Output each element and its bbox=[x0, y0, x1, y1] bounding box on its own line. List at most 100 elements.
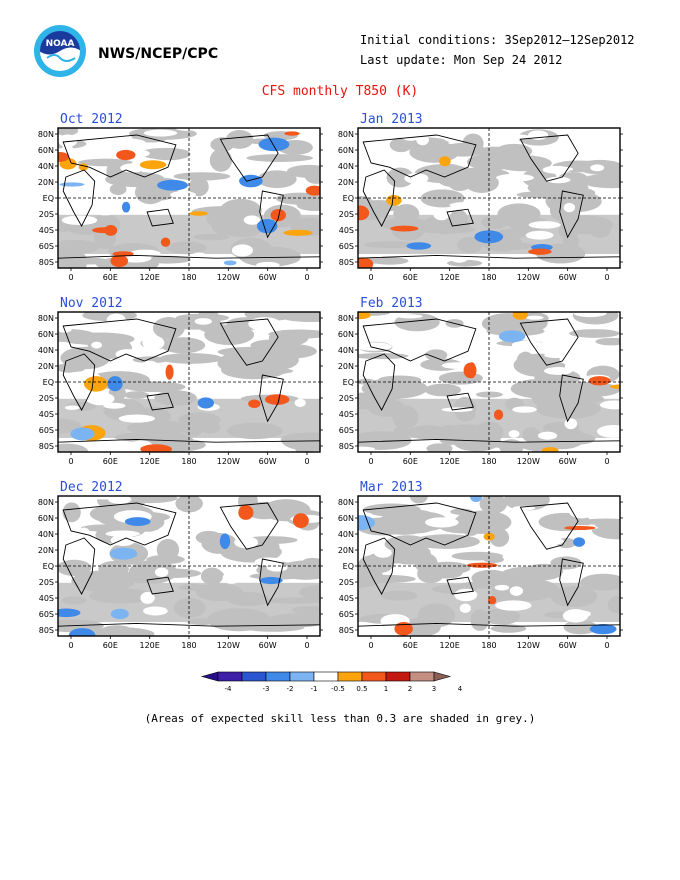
svg-text:NOAA: NOAA bbox=[46, 39, 75, 49]
temperature-anomaly-patch bbox=[59, 182, 85, 187]
coastline bbox=[559, 190, 584, 239]
low-skill-area bbox=[201, 532, 238, 554]
lat-tick-label: 80N bbox=[38, 314, 54, 323]
lat-tick-label: 80S bbox=[39, 442, 54, 451]
low-skill-area bbox=[438, 371, 483, 385]
map-panel: 80N 60N 40N 20N EQ 20S 40S 60S 80S 0 60E 120E 180 120… bbox=[338, 495, 623, 650]
coastline bbox=[259, 190, 284, 239]
lat-tick-label: 60S bbox=[39, 610, 54, 619]
temperature-anomaly-patch bbox=[573, 537, 586, 547]
low-skill-area bbox=[409, 141, 460, 163]
low-skill-area bbox=[58, 559, 92, 576]
low-skill-area bbox=[156, 538, 180, 561]
lat-tick-label: 80S bbox=[339, 442, 354, 451]
low-skill-area bbox=[595, 337, 620, 346]
lon-tick-label: 180 bbox=[481, 641, 496, 650]
low-skill-area bbox=[217, 351, 266, 375]
lat-tick-label: 20S bbox=[339, 394, 354, 403]
lat-tick-label: 60S bbox=[39, 242, 54, 251]
low-skill-area bbox=[399, 546, 431, 556]
lat-tick-label: 60N bbox=[38, 146, 54, 155]
temperature-anomaly-patch bbox=[239, 174, 263, 188]
lat-tick-label: 20S bbox=[339, 210, 354, 219]
coastline bbox=[62, 169, 96, 227]
last-update-text: Last update: Mon Sep 24 2012 bbox=[360, 53, 563, 67]
temperature-anomaly-patch bbox=[92, 227, 116, 234]
temperature-anomaly-patch bbox=[358, 312, 371, 320]
temperature-anomaly-patch bbox=[466, 562, 498, 568]
temperature-anomaly-patch bbox=[270, 208, 286, 222]
temperature-anomaly-patch bbox=[564, 525, 596, 531]
lon-tick-label: 0 bbox=[304, 273, 309, 282]
low-skill-area bbox=[479, 496, 508, 514]
low-skill-area bbox=[477, 146, 512, 158]
temperature-anomaly-patch bbox=[609, 384, 620, 389]
lon-tick-label: 60E bbox=[103, 641, 118, 650]
low-skill-area bbox=[591, 520, 620, 540]
coastline bbox=[219, 134, 279, 182]
temperature-anomaly-patch bbox=[498, 330, 526, 343]
low-skill-area bbox=[242, 623, 305, 632]
lon-tick-label: 120W bbox=[217, 641, 240, 650]
lat-tick-label: EQ bbox=[43, 378, 54, 387]
temperature-anomaly-patch bbox=[110, 254, 129, 268]
coastline bbox=[358, 254, 620, 259]
lon-tick-label: 0 bbox=[304, 641, 309, 650]
lon-tick-label: 60E bbox=[403, 641, 418, 650]
low-skill-area bbox=[96, 625, 138, 636]
lon-tick-label: 120E bbox=[440, 273, 460, 282]
coastline bbox=[446, 576, 474, 595]
coastline bbox=[259, 558, 284, 607]
lat-tick-label: 80N bbox=[338, 498, 354, 507]
lat-tick-label: 60S bbox=[339, 426, 354, 435]
temperature-anomaly-patch bbox=[165, 364, 174, 380]
low-skill-area bbox=[132, 356, 169, 364]
low-skill-area bbox=[257, 170, 297, 189]
lat-tick-label: 40N bbox=[338, 530, 354, 539]
lon-tick-label: 180 bbox=[181, 457, 196, 466]
lat-tick-label: 40S bbox=[339, 226, 354, 235]
lat-tick-label: 40N bbox=[38, 530, 54, 539]
temperature-anomaly-patch bbox=[394, 622, 413, 636]
temperature-anomaly-patch bbox=[197, 397, 214, 409]
low-skill-area bbox=[200, 567, 224, 585]
lon-tick-label: 120E bbox=[140, 273, 160, 282]
temperature-anomaly-patch bbox=[70, 427, 95, 441]
lon-tick-label: 120E bbox=[140, 457, 160, 466]
temperature-anomaly-patch bbox=[358, 515, 376, 531]
temperature-anomaly-patch bbox=[258, 137, 290, 152]
lon-tick-label: 60E bbox=[103, 457, 118, 466]
coastline bbox=[362, 318, 477, 362]
coastline bbox=[62, 502, 177, 546]
color-legend: -4 -3 -2 -1 -0.5 0.5 1 2 3 4 bbox=[200, 671, 463, 693]
coastline bbox=[519, 502, 579, 550]
lon-tick-label: 120W bbox=[517, 457, 540, 466]
lon-tick-label: 60W bbox=[259, 641, 277, 650]
low-skill-area bbox=[454, 510, 512, 535]
low-skill-area bbox=[246, 154, 314, 162]
temperature-anomaly-patch bbox=[292, 513, 309, 529]
lat-tick-label: 40S bbox=[339, 410, 354, 419]
lon-tick-label: 0 bbox=[304, 457, 309, 466]
legend-tick-label: 2 bbox=[408, 685, 412, 693]
lat-tick-label: 60N bbox=[38, 514, 54, 523]
temperature-anomaly-patch bbox=[83, 376, 108, 392]
low-skill-area bbox=[420, 189, 465, 208]
temperature-anomaly-patch bbox=[68, 628, 96, 636]
low-skill-area bbox=[210, 137, 235, 152]
low-skill-area bbox=[371, 257, 409, 265]
lat-tick-label: 40S bbox=[39, 226, 54, 235]
coastline bbox=[219, 318, 279, 366]
low-skill-area bbox=[167, 322, 230, 330]
coastline bbox=[62, 537, 96, 595]
lon-tick-label: 60W bbox=[559, 641, 577, 650]
low-skill-area bbox=[425, 349, 448, 361]
legend-swatch bbox=[361, 671, 387, 682]
low-skill-area bbox=[188, 176, 209, 197]
lon-tick-label: 0 bbox=[368, 641, 373, 650]
temperature-anomaly-patch bbox=[110, 608, 129, 620]
low-skill-area bbox=[145, 147, 191, 161]
legend-tick-label: -0.5 bbox=[331, 685, 345, 693]
legend-high-arrow bbox=[433, 671, 452, 682]
temperature-anomaly-patch bbox=[259, 576, 283, 585]
